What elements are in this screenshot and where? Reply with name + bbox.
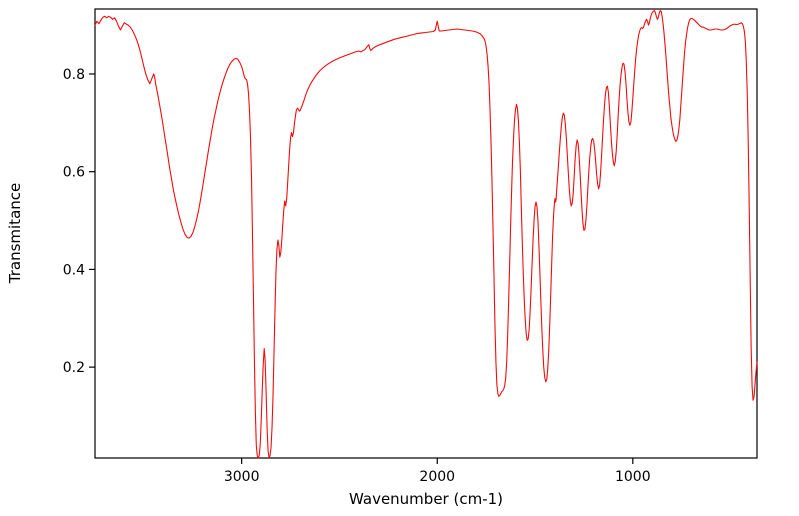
x-axis-label: Wavenumber (cm-1) [349, 490, 503, 508]
y-axis-label: Transmitance [6, 183, 24, 284]
y-tick-label: 0.4 [63, 262, 85, 278]
plot-frame [94, 8, 758, 459]
x-tick-label: 3000 [224, 469, 260, 485]
y-tick-label: 0.2 [63, 360, 85, 376]
spectrum-line [94, 9, 758, 459]
y-tick-label: 0.6 [63, 165, 85, 181]
x-tick-label: 2000 [419, 469, 455, 485]
y-tick-label: 0.8 [63, 67, 85, 83]
x-tick-label: 1000 [615, 469, 651, 485]
